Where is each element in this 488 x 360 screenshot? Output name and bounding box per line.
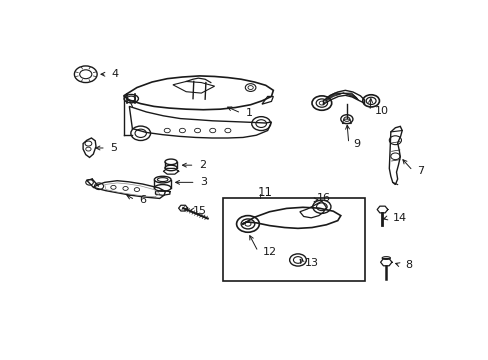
- Text: 16: 16: [317, 193, 331, 203]
- Text: 9: 9: [353, 139, 360, 149]
- Text: 12: 12: [262, 247, 276, 257]
- Text: 14: 14: [391, 213, 406, 223]
- Text: 13: 13: [305, 258, 319, 268]
- Text: 10: 10: [374, 106, 388, 116]
- Bar: [223, 198, 365, 281]
- Text: 2: 2: [199, 160, 206, 170]
- Text: 4: 4: [111, 69, 118, 79]
- Text: 3: 3: [200, 177, 207, 187]
- Text: 8: 8: [404, 260, 411, 270]
- Text: 1: 1: [245, 108, 252, 118]
- Text: 5: 5: [110, 143, 117, 153]
- Text: 7: 7: [417, 166, 424, 176]
- Text: 11: 11: [257, 186, 272, 199]
- Text: 15: 15: [193, 206, 206, 216]
- Text: 6: 6: [139, 195, 146, 205]
